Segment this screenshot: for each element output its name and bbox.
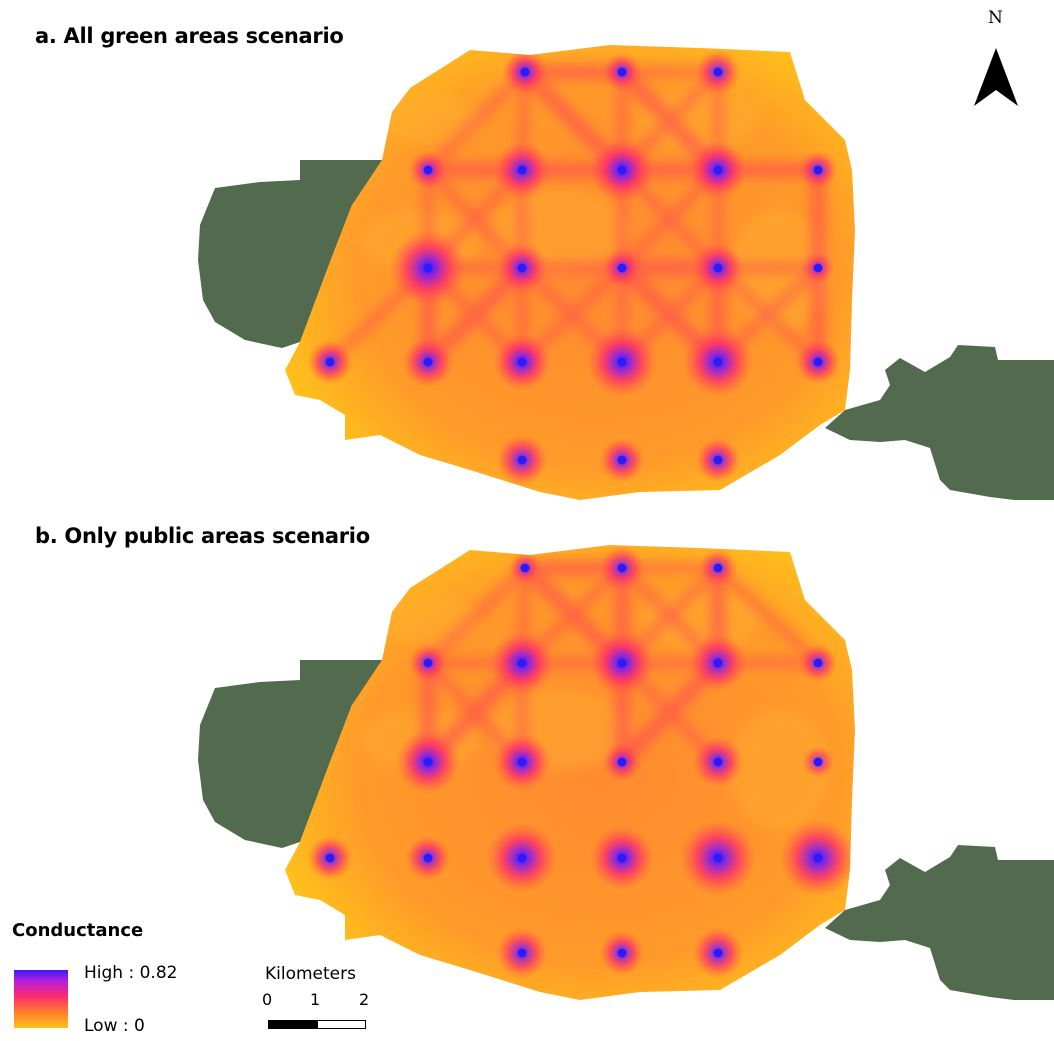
conductance-node bbox=[423, 357, 433, 367]
green-area-east bbox=[825, 845, 1054, 1000]
conductance-node bbox=[713, 658, 723, 668]
conductance-node bbox=[713, 948, 723, 958]
conductance-node bbox=[517, 263, 527, 273]
map-panel-b bbox=[198, 545, 1054, 1000]
conductance-node bbox=[813, 263, 823, 273]
conductance-node bbox=[617, 853, 627, 863]
corridor bbox=[714, 564, 822, 667]
conductance-node bbox=[617, 658, 627, 668]
conductance-node bbox=[423, 263, 433, 273]
conductance-node bbox=[517, 357, 527, 367]
conductance-node bbox=[813, 757, 823, 767]
conductance-node bbox=[520, 563, 530, 573]
north-label: N bbox=[988, 8, 1003, 28]
scale-bar-tick: 2 bbox=[359, 990, 370, 1009]
green-area-west bbox=[198, 660, 385, 848]
conductance-node bbox=[813, 853, 823, 863]
conductance-node bbox=[517, 658, 527, 668]
scale-bar-tick: 1 bbox=[310, 990, 321, 1009]
legend-title: Conductance bbox=[12, 920, 144, 941]
conductance-node bbox=[617, 757, 627, 767]
corridor bbox=[424, 68, 529, 174]
conductance-node bbox=[813, 658, 823, 668]
conductance-node bbox=[517, 757, 527, 767]
conductance-node bbox=[713, 165, 723, 175]
conductance-node bbox=[713, 563, 723, 573]
conductance-node bbox=[617, 455, 627, 465]
corridor bbox=[424, 564, 529, 667]
scale-bar bbox=[268, 1020, 366, 1029]
conductance-node bbox=[713, 455, 723, 465]
legend-color-ramp bbox=[14, 970, 68, 1028]
conductance-node bbox=[617, 67, 627, 77]
scale-bar-tick: 0 bbox=[262, 990, 273, 1009]
conductance-node bbox=[325, 853, 335, 863]
conductance-node bbox=[813, 165, 823, 175]
green-area-east bbox=[825, 345, 1054, 500]
conductance-node bbox=[517, 948, 527, 958]
conductance-node bbox=[617, 263, 627, 273]
conductance-node bbox=[325, 357, 335, 367]
conductance-node bbox=[520, 67, 530, 77]
conductance-node bbox=[713, 757, 723, 767]
conductance-node bbox=[423, 757, 433, 767]
conductance-node bbox=[423, 165, 433, 175]
panel-b-title: b. Only public areas scenario bbox=[35, 524, 370, 548]
legend-low-label: Low : 0 bbox=[84, 1016, 145, 1036]
conductance-node bbox=[423, 658, 433, 668]
conductance-node bbox=[517, 165, 527, 175]
conductance-node bbox=[423, 853, 433, 863]
conductance-node bbox=[617, 563, 627, 573]
panel-a-title: a. All green areas scenario bbox=[35, 24, 344, 48]
conductance-node bbox=[713, 67, 723, 77]
conductance-node bbox=[713, 357, 723, 367]
green-area-west bbox=[198, 160, 385, 348]
conductance-node bbox=[617, 948, 627, 958]
legend-high-label: High : 0.82 bbox=[84, 963, 178, 983]
conductance-node bbox=[517, 853, 527, 863]
conductance-node bbox=[813, 357, 823, 367]
scale-bar-unit: Kilometers bbox=[265, 964, 356, 984]
conductance-node bbox=[713, 853, 723, 863]
map-panel-a bbox=[198, 45, 1054, 500]
conductance-node bbox=[617, 165, 627, 175]
conductance-node bbox=[713, 263, 723, 273]
conductance-node bbox=[617, 357, 627, 367]
north-arrow-icon bbox=[974, 48, 1018, 106]
conductance-node bbox=[517, 455, 527, 465]
